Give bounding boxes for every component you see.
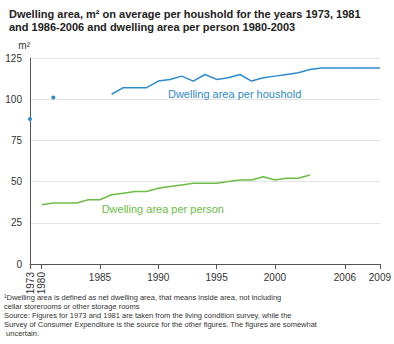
svg-text:2000: 2000 bbox=[264, 272, 287, 283]
svg-text:50: 50 bbox=[11, 176, 23, 187]
svg-text:100: 100 bbox=[5, 94, 22, 105]
svg-text:2009: 2009 bbox=[369, 272, 392, 283]
svg-text:Dwelling area, m² on average p: Dwelling area, m² on average per houshol… bbox=[9, 8, 364, 20]
svg-text:Dwelling area per houshold: Dwelling area per houshold bbox=[168, 88, 301, 100]
svg-text:Source: Figures for 1973 and 1: Source: Figures for 1973 and 1981 are ta… bbox=[4, 311, 294, 320]
svg-text:Dwelling area per person: Dwelling area per person bbox=[102, 203, 224, 215]
svg-text:uncertain.: uncertain. bbox=[4, 329, 39, 338]
svg-text:Survey of Consumer Expenditure: Survey of Consumer Expenditure is the so… bbox=[4, 320, 318, 329]
svg-text:1973: 1973 bbox=[25, 272, 36, 295]
svg-text:75: 75 bbox=[11, 135, 23, 146]
svg-text:and 1986-2006 and dwelling are: and 1986-2006 and dwelling area per pers… bbox=[9, 21, 295, 33]
svg-text:125: 125 bbox=[5, 53, 22, 64]
svg-text:0: 0 bbox=[16, 259, 22, 270]
svg-text:1990: 1990 bbox=[147, 272, 170, 283]
svg-text:1995: 1995 bbox=[205, 272, 228, 283]
svg-text:cellar storerooms or other sto: cellar storerooms or other storage rooms bbox=[4, 302, 140, 311]
svg-text:¹Dwelling area is defined as n: ¹Dwelling area is defined as net dwellin… bbox=[4, 293, 284, 302]
svg-text:25: 25 bbox=[11, 217, 23, 228]
svg-text:1985: 1985 bbox=[89, 272, 112, 283]
svg-text:1980: 1980 bbox=[36, 272, 47, 295]
svg-text:m²: m² bbox=[18, 40, 30, 51]
svg-text:2006: 2006 bbox=[334, 272, 357, 283]
